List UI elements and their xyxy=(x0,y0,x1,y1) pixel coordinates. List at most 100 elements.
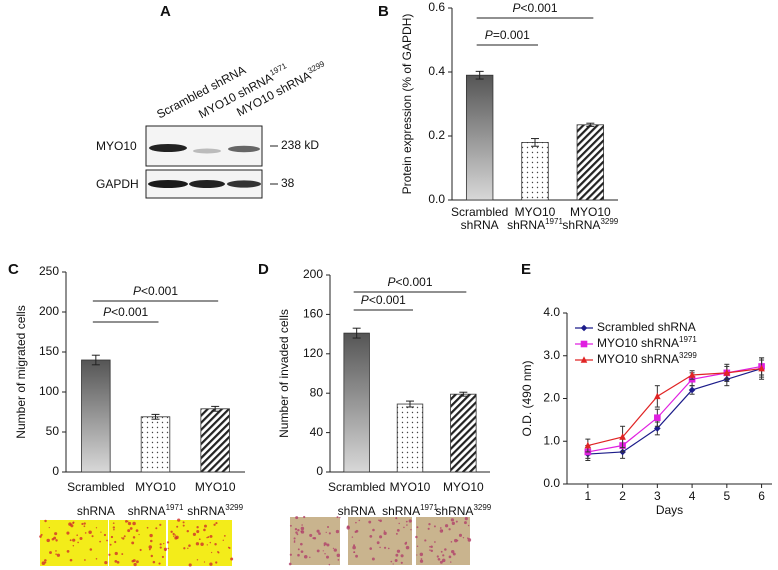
cell xyxy=(440,550,443,553)
cell xyxy=(335,529,340,534)
cell xyxy=(301,524,303,526)
micrograph-bg xyxy=(416,517,470,565)
x-tick-label: 3 xyxy=(654,489,661,503)
bar xyxy=(396,403,424,473)
cell xyxy=(355,554,358,558)
micrograph xyxy=(39,519,108,566)
cell xyxy=(204,524,207,528)
marker xyxy=(580,340,588,348)
cell xyxy=(322,550,324,552)
y-tick-label: 2.0 xyxy=(543,391,560,405)
micrograph-bg xyxy=(168,520,232,566)
cell xyxy=(424,539,427,542)
bar xyxy=(465,74,494,201)
cell xyxy=(44,561,47,564)
micrograph-bg xyxy=(109,520,166,566)
cell xyxy=(326,555,330,559)
y-tick-label: 250 xyxy=(39,264,59,278)
cell xyxy=(396,528,400,532)
cell xyxy=(288,562,292,566)
y-tick-label: 200 xyxy=(303,267,323,281)
x-tick-label: Scrambled xyxy=(451,205,508,219)
cell xyxy=(112,522,115,524)
cell xyxy=(383,531,387,535)
cell xyxy=(451,549,455,554)
cell xyxy=(163,547,168,551)
cell xyxy=(136,560,139,564)
cell xyxy=(296,533,299,536)
cell xyxy=(135,529,139,532)
cell xyxy=(355,521,357,524)
marker xyxy=(654,425,661,432)
cell xyxy=(318,532,321,535)
y-tick-label: 0 xyxy=(52,464,59,478)
cell xyxy=(454,538,458,543)
cell xyxy=(455,520,458,523)
cell xyxy=(467,524,470,527)
cell xyxy=(458,533,463,537)
cell xyxy=(436,555,439,558)
cell xyxy=(100,531,102,533)
cell xyxy=(223,534,226,537)
cell xyxy=(405,520,408,523)
cell xyxy=(206,536,208,539)
x-tick-label: shRNA1971 xyxy=(382,503,438,519)
cell xyxy=(379,519,382,523)
cell xyxy=(155,527,158,530)
cell xyxy=(116,560,120,564)
cell xyxy=(437,557,441,561)
micrograph-bg xyxy=(290,517,340,565)
cell xyxy=(323,542,327,546)
cell xyxy=(170,530,173,534)
bar xyxy=(450,393,477,473)
cell xyxy=(372,528,375,532)
cell xyxy=(328,532,331,535)
x-tick-label: Scrambled xyxy=(67,480,124,494)
x-tick-label: 6 xyxy=(758,489,765,503)
micrograph xyxy=(415,517,472,565)
cell xyxy=(383,546,387,549)
cell xyxy=(148,545,153,549)
micrograph-bg xyxy=(348,517,412,565)
cell xyxy=(121,537,123,539)
band-name: MYO10 xyxy=(96,139,137,153)
x-tick-label: shRNA xyxy=(338,504,376,518)
cell xyxy=(351,536,354,538)
cell xyxy=(66,531,70,535)
cell xyxy=(203,561,206,563)
cell xyxy=(81,522,84,526)
cell xyxy=(333,548,337,552)
panel-letter: A xyxy=(160,3,171,20)
cell xyxy=(163,543,165,545)
cell xyxy=(88,530,92,535)
micrograph xyxy=(166,518,234,567)
y-axis-label: Protein expression (% of GAPDH) xyxy=(400,14,414,195)
significance-label: P<0.001 xyxy=(103,305,148,319)
band xyxy=(149,144,187,152)
cell xyxy=(332,547,335,550)
cell xyxy=(289,524,292,527)
cell xyxy=(428,522,431,526)
cell xyxy=(121,553,124,556)
cell xyxy=(293,540,296,542)
cell xyxy=(176,525,179,528)
cell xyxy=(434,541,436,543)
cell xyxy=(69,558,73,562)
x-tick-label: shRNA1971 xyxy=(128,503,184,519)
cell xyxy=(95,527,98,529)
cell xyxy=(99,540,102,543)
y-tick-label: 0.6 xyxy=(428,0,445,14)
cell xyxy=(54,532,58,536)
x-tick-label: 4 xyxy=(689,489,696,503)
cell xyxy=(44,519,47,523)
cell xyxy=(164,549,167,552)
cell xyxy=(125,520,128,523)
cell xyxy=(146,526,149,529)
cell xyxy=(122,537,125,540)
cell xyxy=(295,531,298,534)
cell xyxy=(316,549,320,553)
cell xyxy=(188,563,192,567)
cell xyxy=(40,533,43,536)
cell xyxy=(369,534,373,538)
cell xyxy=(439,527,442,529)
